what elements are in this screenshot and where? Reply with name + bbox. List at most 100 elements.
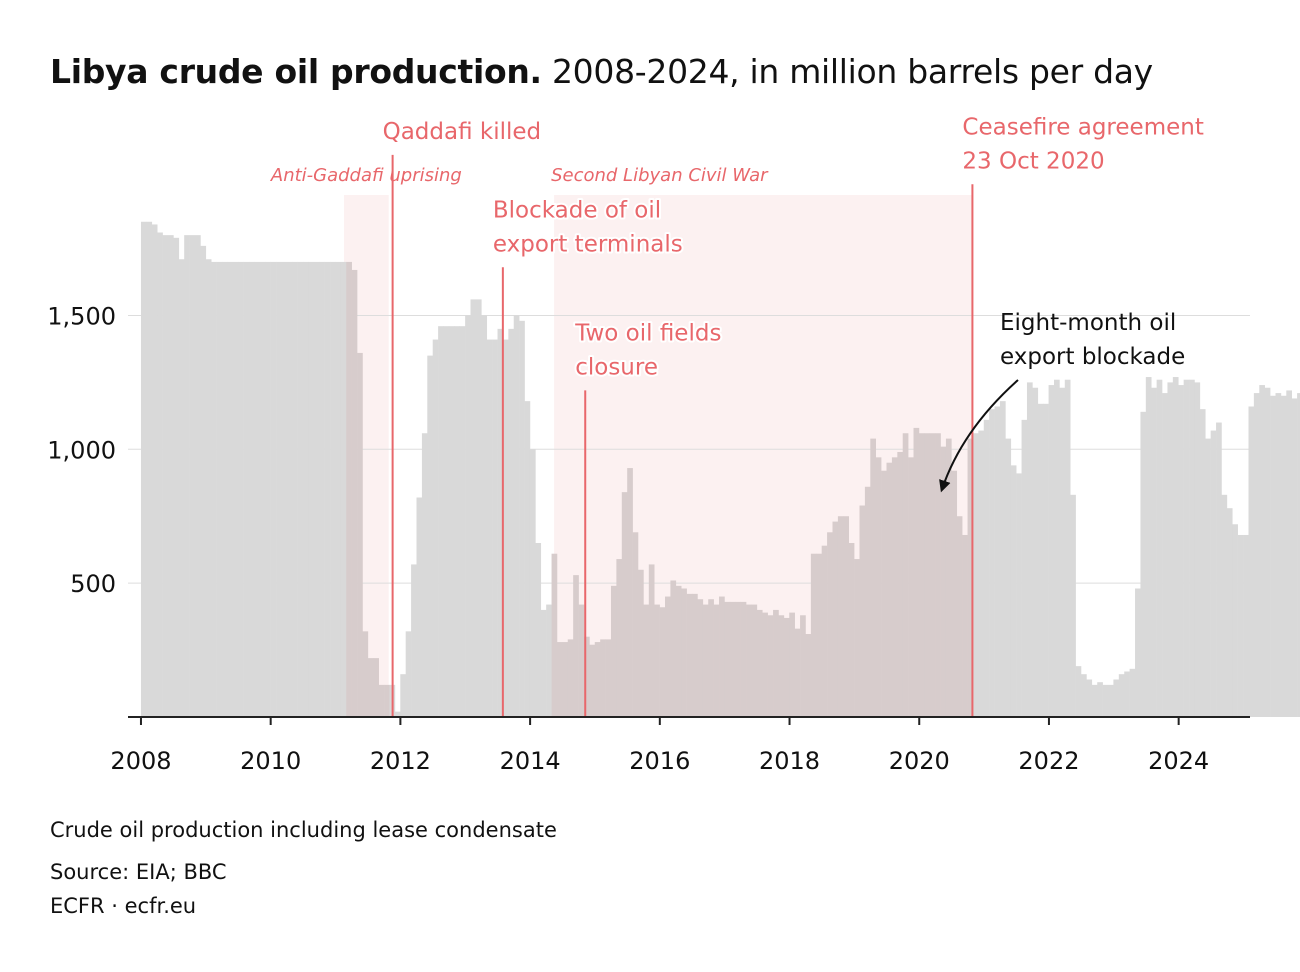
bar: [1280, 395, 1287, 717]
bar: [1026, 382, 1033, 717]
bar: [167, 235, 174, 717]
bar: [724, 601, 731, 717]
bar: [929, 433, 936, 717]
bar: [1194, 382, 1201, 717]
bar: [1178, 385, 1184, 717]
bar: [1081, 674, 1087, 717]
bar: [519, 320, 525, 717]
bar: [702, 604, 709, 717]
bar: [1005, 438, 1012, 717]
bar: [459, 326, 466, 717]
bar: [729, 601, 736, 717]
bar: [956, 516, 963, 717]
bar: [1140, 411, 1147, 717]
bar: [778, 615, 785, 717]
event-label-line: Ceasefire agreement: [962, 114, 1203, 140]
bar: [211, 261, 217, 717]
bar: [162, 235, 169, 717]
bar: [324, 261, 331, 717]
bar: [886, 462, 893, 717]
bar: [1253, 393, 1260, 717]
chart-labels: Anti-Gaddafi uprising Second Libyan Civil…: [270, 112, 1206, 493]
event-label-line: Blockade of oil: [493, 197, 661, 223]
bar: [346, 261, 352, 717]
bar: [837, 516, 844, 717]
bar: [627, 468, 633, 717]
bar: [313, 261, 320, 717]
bar: [800, 615, 806, 717]
x-tick-label-2014: 2014: [500, 747, 561, 775]
credit-line: ECFR · ecfr.eu: [50, 894, 197, 918]
bar: [994, 406, 1001, 717]
x-tick-label-2008: 2008: [110, 747, 171, 775]
bar: [195, 235, 201, 717]
bar: [902, 433, 909, 717]
bar: [891, 457, 898, 717]
bar: [562, 642, 569, 717]
bar: [270, 261, 277, 717]
bar: [1210, 430, 1217, 717]
bar: [1151, 387, 1157, 717]
bar: [249, 261, 255, 717]
bar: [1264, 387, 1271, 717]
bar: [648, 564, 655, 717]
bar: [843, 516, 849, 717]
bar: [1167, 382, 1174, 717]
bar: [1297, 393, 1300, 717]
bar: [454, 326, 461, 717]
bar: [189, 235, 196, 717]
bar: [1043, 403, 1049, 717]
bar: [665, 596, 671, 717]
chart-title: Libya crude oil production. 2008-2024, i…: [50, 52, 1153, 91]
bar: [719, 596, 725, 717]
production-bars: [140, 221, 1300, 718]
bar: [1010, 465, 1017, 717]
bar: [713, 604, 720, 717]
bar: [810, 553, 817, 717]
bar: [276, 261, 282, 717]
bar: [546, 604, 552, 717]
x-tick-label-2012: 2012: [370, 747, 431, 775]
bar: [421, 433, 428, 717]
bar: [470, 299, 477, 717]
bar: [222, 261, 228, 717]
y-tick-label-1,000: 1,000: [47, 436, 116, 464]
bar: [1237, 534, 1244, 717]
bar: [1118, 674, 1125, 717]
period-label-2: Second Libyan Civil War: [551, 165, 769, 186]
bar: [616, 559, 623, 717]
bar: [870, 438, 876, 717]
bar: [502, 339, 509, 717]
bar: [157, 232, 163, 718]
chart-title-subtitle: 2008-2024, in million barrels per day: [551, 52, 1153, 91]
bar: [486, 339, 493, 717]
bar: [589, 644, 596, 717]
bar: [281, 261, 288, 717]
bar: [1275, 393, 1282, 717]
bar: [400, 674, 406, 717]
bar: [308, 261, 315, 717]
bar: [378, 684, 385, 717]
axes: 2008 2010 2012 2014 2016 2018 2020 2022 2024 500 1…: [47, 302, 1250, 775]
bar: [789, 612, 795, 717]
bar: [773, 609, 779, 717]
bar: [297, 261, 304, 717]
bar: [508, 328, 515, 717]
bar: [643, 604, 650, 717]
bar: [746, 604, 752, 717]
bar: [465, 315, 471, 717]
bar: [1108, 684, 1114, 717]
bar: [1248, 406, 1255, 717]
bar: [924, 433, 931, 717]
bar: [935, 433, 941, 717]
bar: [881, 470, 887, 717]
bar: [373, 658, 379, 717]
bar: [1199, 409, 1206, 717]
annotation-arrow: [939, 379, 1019, 493]
bar: [1113, 679, 1120, 717]
bar: [303, 261, 309, 717]
bar: [1291, 398, 1298, 717]
bar: [859, 505, 866, 717]
annotation-line: export blockade: [1000, 344, 1185, 370]
bar: [443, 326, 450, 717]
